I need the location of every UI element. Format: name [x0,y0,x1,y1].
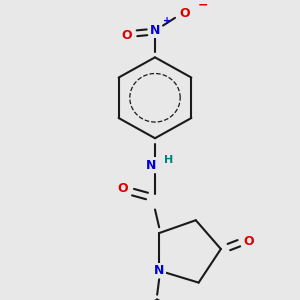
Text: N: N [150,24,160,37]
Text: −: − [198,0,208,12]
Text: N: N [154,264,164,277]
Text: H: H [164,155,174,165]
Text: O: O [118,182,128,195]
Text: N: N [146,159,156,172]
Text: +: + [163,16,171,26]
Text: O: O [180,7,190,20]
Text: O: O [122,29,132,42]
Text: O: O [244,235,254,248]
